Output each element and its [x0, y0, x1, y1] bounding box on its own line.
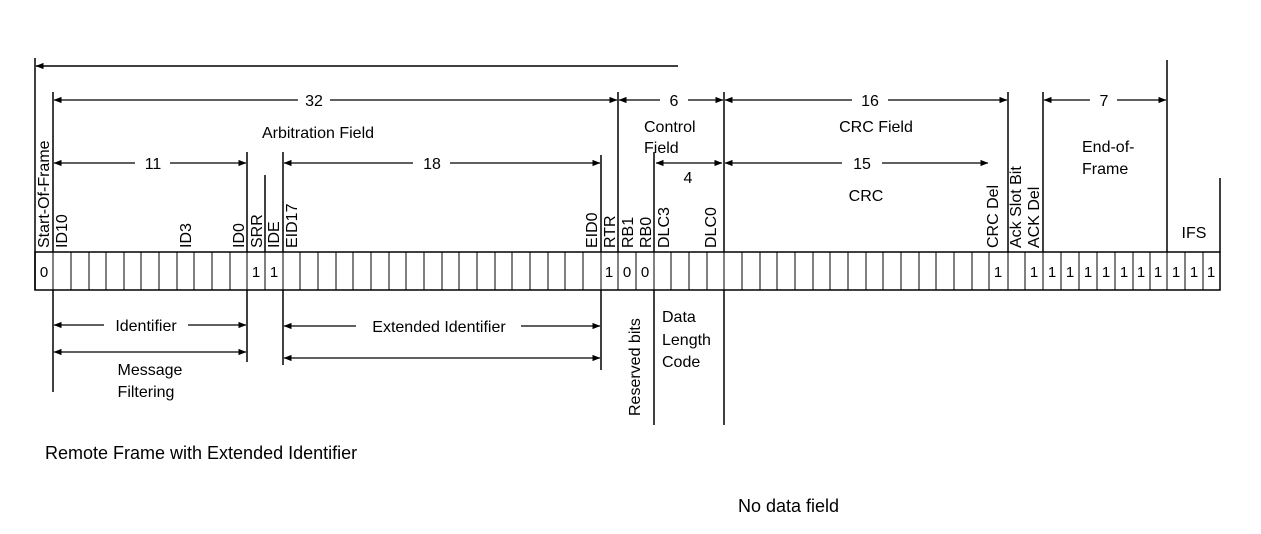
bit-value: 1: [1084, 264, 1092, 281]
bit-name-id10: ID10: [54, 214, 71, 248]
control-field-label-line1: Control: [644, 119, 696, 136]
bit-name-id0: ID0: [231, 223, 248, 248]
bit-value: 0: [40, 264, 48, 281]
diagram-caption: Remote Frame with Extended Identifier: [45, 443, 357, 463]
bit-name-rtr: RTR: [602, 215, 619, 248]
bit-value: 1: [1048, 264, 1056, 281]
bit-value: 1: [270, 264, 278, 281]
dlc-label-line2: Length: [662, 332, 711, 349]
frame-structure: [34, 58, 1221, 425]
bit-value: 1: [1190, 264, 1198, 281]
dlc-label-line3: Code: [662, 354, 700, 371]
bit-name-ack-del: ACK Del: [1026, 187, 1043, 248]
bit-name-sof: Start-Of-Frame: [36, 140, 53, 248]
bit-name-srr: SRR: [249, 214, 266, 248]
bit-row-border: [34, 251, 1221, 291]
bit-value: 1: [605, 264, 613, 281]
count-16: 16: [861, 93, 879, 110]
bit-cell-dividers: [52, 252, 1204, 290]
count-15: 15: [853, 156, 871, 173]
bit-name-dlc3: DLC3: [656, 207, 673, 248]
count-32: 32: [305, 93, 323, 110]
identifier-label: Identifier: [115, 318, 177, 335]
bit-name-ack-slot: Ack Slot Bit: [1008, 166, 1025, 248]
bit-name-eid17: EID17: [284, 203, 301, 248]
crc-field-label: CRC Field: [839, 119, 913, 136]
bit-name-labels: Start-Of-Frame ID10 ID3 ID0 SRR IDE EID1…: [36, 140, 1043, 248]
bit-name-id3: ID3: [178, 223, 195, 248]
message-filtering-label-line2: Filtering: [118, 384, 175, 401]
bit-value: 1: [252, 264, 260, 281]
count-6: 6: [670, 93, 679, 110]
bit-name-ide: IDE: [266, 221, 283, 248]
no-data-field-note: No data field: [738, 496, 839, 516]
bit-value: 1: [1066, 264, 1074, 281]
crc-label: CRC: [849, 188, 884, 205]
field-labels: Arbitration Field Control Field CRC Fiel…: [262, 119, 1206, 242]
count-7: 7: [1100, 93, 1109, 110]
bit-name-rb0: RB0: [638, 217, 655, 248]
extended-identifier-label: Extended Identifier: [372, 319, 506, 336]
count-18: 18: [423, 156, 441, 173]
below-labels: Identifier Extended Identifier Message F…: [115, 309, 711, 416]
control-field-label-line2: Field: [644, 140, 679, 157]
count-labels: 32 6 16 7 11 18 4 15: [145, 93, 1109, 187]
message-filtering-label-line1: Message: [118, 362, 183, 379]
bit-value: 1: [1102, 264, 1110, 281]
dlc-label-line1: Data: [662, 309, 696, 326]
bit-value: 1: [1154, 264, 1162, 281]
reserved-bits-label: Reserved bits: [627, 318, 644, 416]
bit-value: 1: [1030, 264, 1038, 281]
bit-name-rb1: RB1: [620, 217, 637, 248]
bit-value: 1: [1207, 264, 1215, 281]
bit-value: 0: [623, 264, 631, 281]
eof-label-line2: Frame: [1082, 161, 1128, 178]
bit-value: 1: [1137, 264, 1145, 281]
count-4: 4: [684, 170, 693, 187]
bit-value: 1: [994, 264, 1002, 281]
dimension-arrows: [53, 96, 1167, 362]
count-11: 11: [145, 156, 162, 173]
bit-name-eid0: EID0: [584, 212, 601, 248]
bit-value: 1: [1172, 264, 1180, 281]
ifs-label: IFS: [1182, 225, 1207, 242]
eof-label-line1: End-of-: [1082, 139, 1134, 156]
arbitration-field-label: Arbitration Field: [262, 125, 374, 142]
bit-name-dlc0: DLC0: [703, 207, 720, 248]
bit-name-crc-del: CRC Del: [985, 185, 1002, 248]
bit-value: 1: [1120, 264, 1128, 281]
bit-value: 0: [641, 264, 649, 281]
